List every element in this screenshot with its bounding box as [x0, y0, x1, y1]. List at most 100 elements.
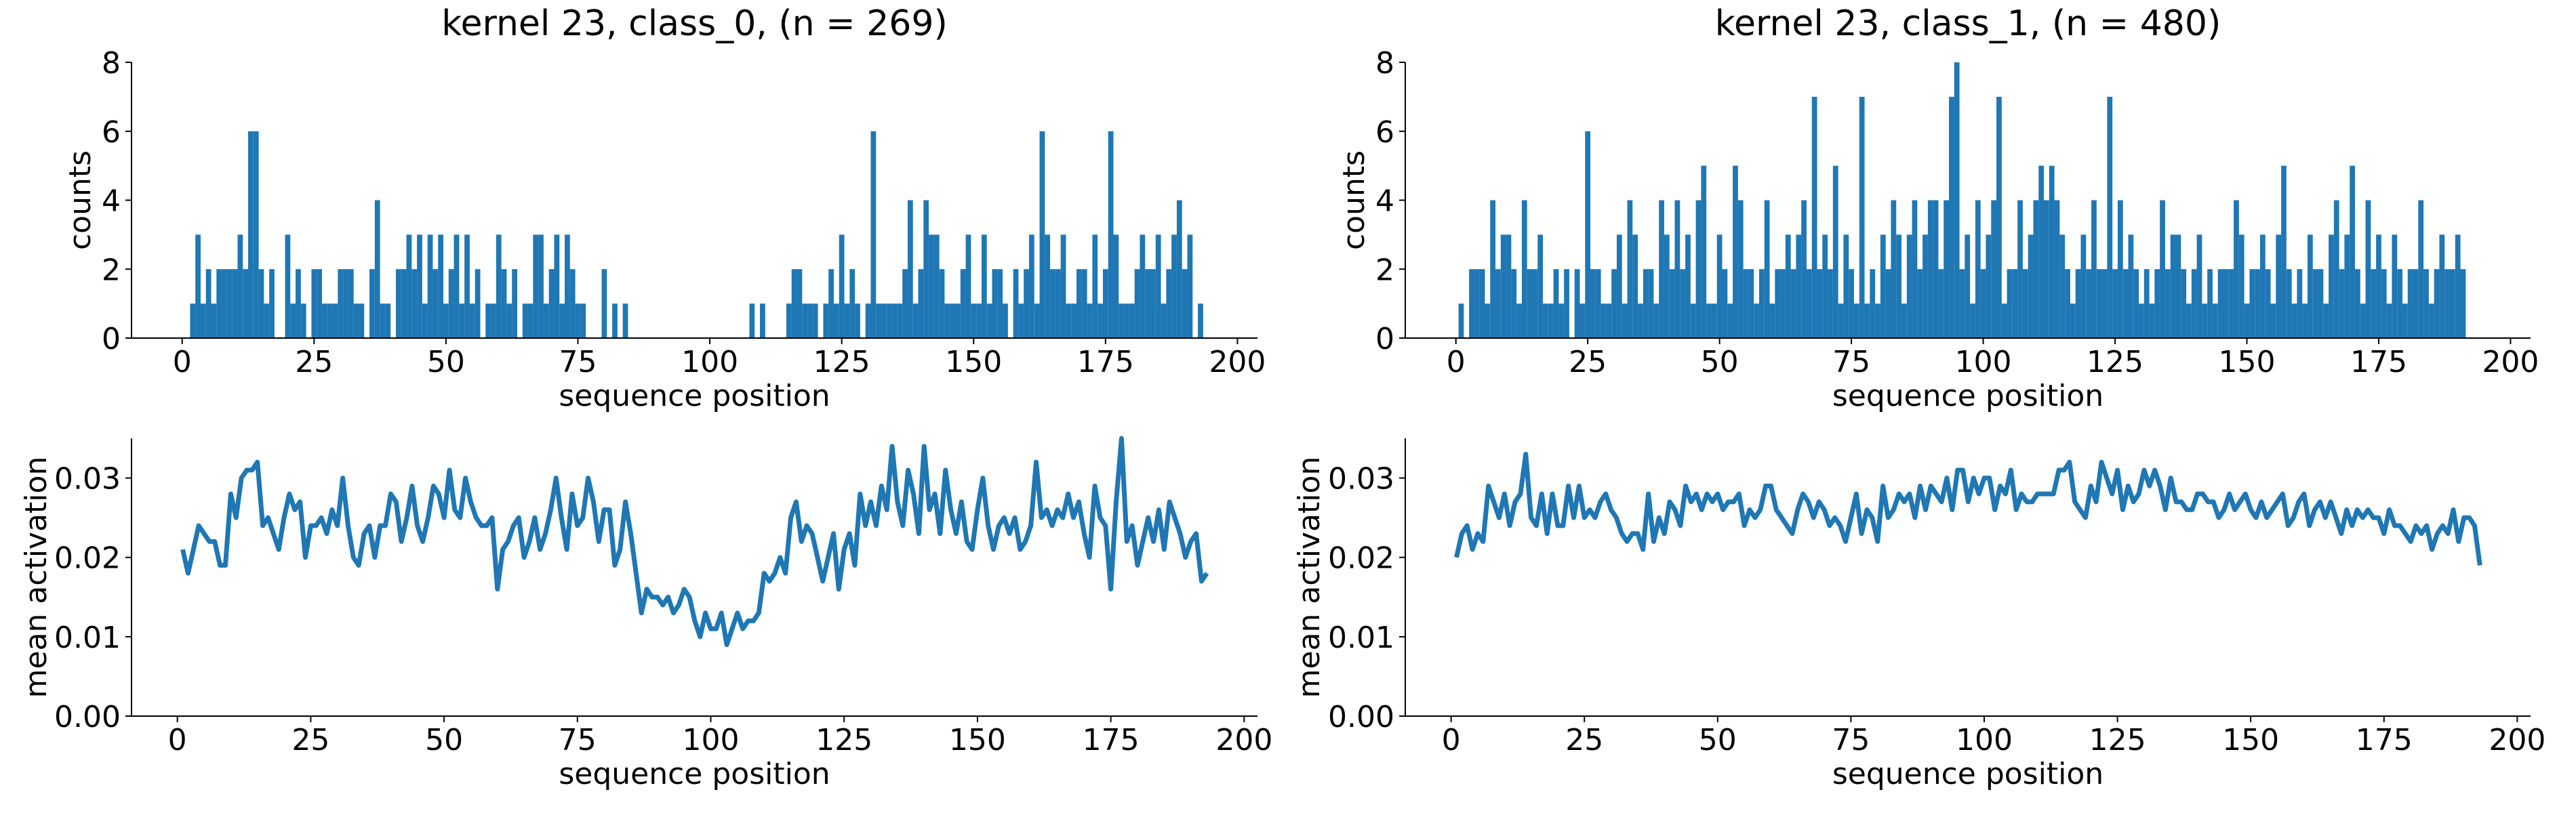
- histogram-bar: [2144, 269, 2150, 338]
- histogram-bar: [1616, 234, 1622, 338]
- histogram-bar: [2080, 234, 2087, 338]
- histogram-bar: [443, 304, 449, 338]
- histogram-bar: [1028, 234, 1034, 338]
- histogram-bar: [2360, 304, 2366, 338]
- histogram-bar: [950, 304, 956, 338]
- histogram-bar: [865, 304, 871, 338]
- histogram-bar: [2186, 304, 2192, 338]
- histogram-bar: [1066, 304, 1072, 338]
- histogram-bar: [1050, 269, 1055, 338]
- x-tick-label: 75: [1832, 723, 1870, 757]
- histogram-bar: [1927, 200, 1933, 338]
- histogram-bar: [311, 269, 317, 338]
- histogram-bar: [485, 304, 491, 338]
- histogram-bar: [2333, 200, 2339, 338]
- subplot: kernel 23, class_1, (n = 480) 0 25 50 75 100 1…: [1337, 3, 2539, 413]
- histogram-bar: [2117, 200, 2123, 338]
- histogram-bar: [359, 304, 365, 338]
- histogram-bar: [353, 304, 359, 338]
- histogram-bar: [2244, 304, 2250, 338]
- histogram-bar: [2128, 234, 2134, 338]
- histogram-bar: [1150, 269, 1156, 338]
- histogram-bar: [448, 269, 454, 338]
- histogram-bar: [491, 304, 496, 338]
- histogram-bar: [2439, 234, 2445, 338]
- histogram-bar: [1822, 234, 1828, 338]
- histogram-bar: [1996, 96, 2002, 338]
- histogram-bar: [1558, 304, 1565, 338]
- histogram-bar: [580, 304, 586, 338]
- line-series: [1454, 451, 2482, 566]
- subplot: kernel 23, class_0, (n = 269) 0 25 50 75 100 1…: [63, 3, 1266, 413]
- histogram-bar: [2038, 165, 2045, 338]
- histogram-bar: [1764, 200, 1770, 338]
- histogram-bar: [612, 304, 618, 338]
- histogram-bar: [2012, 269, 2018, 338]
- y-tick-label: 0: [102, 322, 121, 356]
- y-axis-label: counts: [1337, 150, 1371, 250]
- histogram-bar: [1653, 304, 1659, 338]
- histogram-bar: [760, 304, 765, 338]
- histogram-bar: [1669, 269, 1675, 338]
- histogram-bar: [1611, 269, 1617, 338]
- histogram-bar: [2455, 234, 2461, 338]
- histogram-bar: [1875, 304, 1880, 338]
- histogram-bar: [1060, 234, 1066, 338]
- histogram-bar: [1695, 200, 1702, 338]
- histogram-bar: [1102, 269, 1108, 338]
- histogram-bar: [1129, 304, 1135, 338]
- histogram-bar: [226, 269, 233, 338]
- x-tick-label: 0: [173, 345, 192, 379]
- histogram-bar: [997, 269, 1003, 338]
- x-tick-label: 75: [559, 345, 597, 379]
- histogram-bar: [2434, 269, 2440, 338]
- histogram-bar: [881, 304, 887, 338]
- histogram-bar: [2075, 269, 2081, 338]
- histogram-bar: [1864, 304, 1870, 338]
- histogram-bar: [195, 234, 201, 338]
- histogram-bar: [1733, 165, 1738, 338]
- histogram-bar: [1690, 304, 1696, 338]
- histogram-bar: [749, 304, 755, 338]
- histogram-bar: [1527, 269, 1533, 338]
- histogram-bar: [1622, 304, 1628, 338]
- histogram-bar: [565, 234, 570, 338]
- histogram-bar: [464, 234, 470, 338]
- histogram-bar: [1643, 269, 1649, 338]
- histogram-bar: [2017, 200, 2023, 338]
- histogram-bar: [1108, 131, 1114, 338]
- histogram-bar: [1595, 269, 1601, 338]
- histogram-bar: [2059, 234, 2066, 338]
- line-series: [180, 436, 1209, 648]
- histogram-bar: [876, 304, 882, 338]
- histogram-bar: [501, 269, 507, 338]
- histogram-bar: [929, 234, 934, 338]
- histogram-bar: [2339, 269, 2345, 338]
- histogram-bar: [1024, 269, 1029, 338]
- histogram-bar: [575, 304, 581, 338]
- histogram-bar: [1965, 234, 1971, 338]
- x-tick-label: 50: [427, 345, 465, 379]
- histogram-bar: [1585, 131, 1591, 338]
- histogram-bar: [981, 234, 987, 338]
- histogram-bar: [1511, 269, 1517, 338]
- x-tick-label: 25: [291, 723, 329, 757]
- histogram-bar: [1145, 269, 1150, 338]
- histogram-bar: [422, 304, 428, 338]
- histogram-bar: [1906, 234, 1912, 338]
- histogram-bar: [369, 269, 375, 338]
- y-tick-label: 0.02: [54, 541, 121, 576]
- histogram-bar: [2001, 304, 2007, 338]
- histogram-bar: [290, 304, 296, 338]
- subplot-title: kernel 23, class_0, (n = 269): [441, 3, 948, 44]
- histogram-bar: [1171, 234, 1177, 338]
- histogram-bar: [1849, 269, 1854, 338]
- histogram-bar: [1811, 96, 1817, 338]
- subplot-title: kernel 23, class_1, (n = 480): [1715, 3, 2221, 44]
- histogram-bar: [1532, 269, 1538, 338]
- histogram-bar: [849, 269, 856, 338]
- histogram-bar: [427, 234, 433, 338]
- histogram-bar: [939, 269, 945, 338]
- histogram-bar: [317, 269, 322, 338]
- histogram-bar: [1495, 269, 1501, 338]
